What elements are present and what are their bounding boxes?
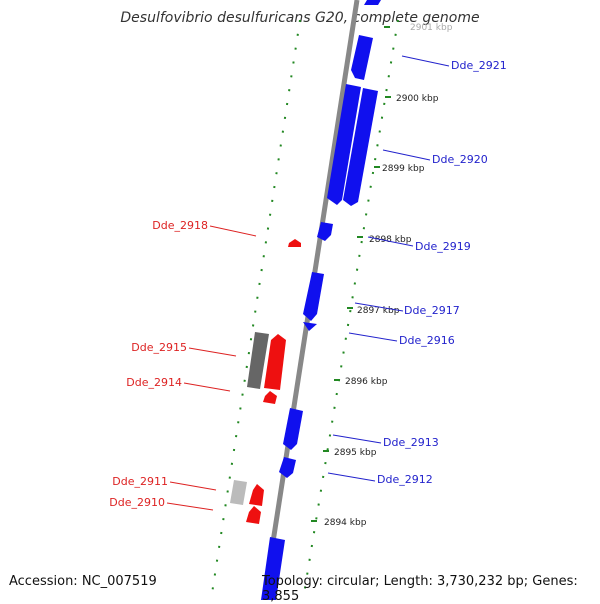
leader-line-dde-2919 xyxy=(367,236,414,247)
gene-label-dde-2919[interactable]: Dde_2919 xyxy=(415,240,471,253)
gene-arrow-dde-2911[interactable] xyxy=(249,484,264,506)
tick-label: 2895 kbp xyxy=(334,448,377,458)
gene-label-dde-2913[interactable]: Dde_2913 xyxy=(383,436,439,449)
gene-label-dde-2917[interactable]: Dde_2917 xyxy=(404,304,460,317)
gene-arrow-dde-2917[interactable] xyxy=(303,272,324,321)
gene-other-dde-2911[interactable] xyxy=(230,480,247,505)
gene-label-dde-2914[interactable]: Dde_2914 xyxy=(126,376,182,389)
gene-label-dde-2920[interactable]: Dde_2920 xyxy=(432,153,488,166)
gene-label-dde-2918[interactable]: Dde_2918 xyxy=(152,219,208,232)
gene-arrow-dde-2915[interactable] xyxy=(264,334,286,390)
gene-arrow-dde-2921-top[interactable] xyxy=(364,0,381,5)
tick-label: 2900 kbp xyxy=(396,94,439,104)
leader-line-dde-2916 xyxy=(348,332,398,342)
tick-label: 2897 kbp xyxy=(357,306,400,316)
gene-label-dde-2921[interactable]: Dde_2921 xyxy=(451,59,507,72)
leader-line-dde-2910 xyxy=(166,502,214,511)
gene-label-dde-2916[interactable]: Dde_2916 xyxy=(399,334,455,347)
leader-line-dde-2921 xyxy=(401,55,450,67)
gene-label-dde-2912[interactable]: Dde_2912 xyxy=(377,473,433,486)
gene-arrow-dde-2910[interactable] xyxy=(246,506,261,524)
leader-line-dde-2912 xyxy=(327,472,376,482)
map-title: Desulfovibrio desulfuricans G20, complet… xyxy=(120,10,480,26)
gene-arrow-dde-2918[interactable] xyxy=(288,239,301,247)
gene-arrow-dde-2912[interactable] xyxy=(279,457,296,478)
gene-arrow-dde-2914[interactable] xyxy=(263,391,277,404)
leader-line-dde-2920 xyxy=(382,149,431,161)
leader-line-dde-2914 xyxy=(183,382,231,392)
accession-label: Accession: NC_007519 xyxy=(9,574,157,589)
leader-line-dde-2915 xyxy=(188,347,237,357)
tick-label: 2898 kbp xyxy=(369,235,412,245)
gene-label-dde-2910[interactable]: Dde_2910 xyxy=(109,496,165,509)
gene-arrow-dde-2920-left[interactable] xyxy=(327,84,361,205)
gene-arrow-dde-2919[interactable] xyxy=(317,222,333,241)
tick-label: 2896 kbp xyxy=(345,377,388,387)
leader-line-dde-2917 xyxy=(354,302,404,312)
gene-arrow-dde-2921[interactable] xyxy=(351,35,373,80)
leader-line-dde-2913 xyxy=(332,434,382,444)
gene-arrow-dde-2920[interactable] xyxy=(343,88,378,206)
gene-arrow-dde-2916[interactable] xyxy=(303,322,317,331)
tick-label: 2899 kbp xyxy=(382,164,425,174)
gene-arrow-dde-2913[interactable] xyxy=(283,408,303,450)
gene-label-dde-2915[interactable]: Dde_2915 xyxy=(131,341,187,354)
leader-line-dde-2911 xyxy=(169,481,217,491)
tick-label: 2894 kbp xyxy=(324,518,367,528)
gene-arrow-bottom[interactable] xyxy=(261,537,285,600)
gene-other-dde-2915[interactable] xyxy=(247,332,269,389)
leader-line-dde-2918 xyxy=(209,225,257,237)
tick-label: 2901 kbp xyxy=(410,23,453,33)
gene-label-dde-2911[interactable]: Dde_2911 xyxy=(112,475,168,488)
